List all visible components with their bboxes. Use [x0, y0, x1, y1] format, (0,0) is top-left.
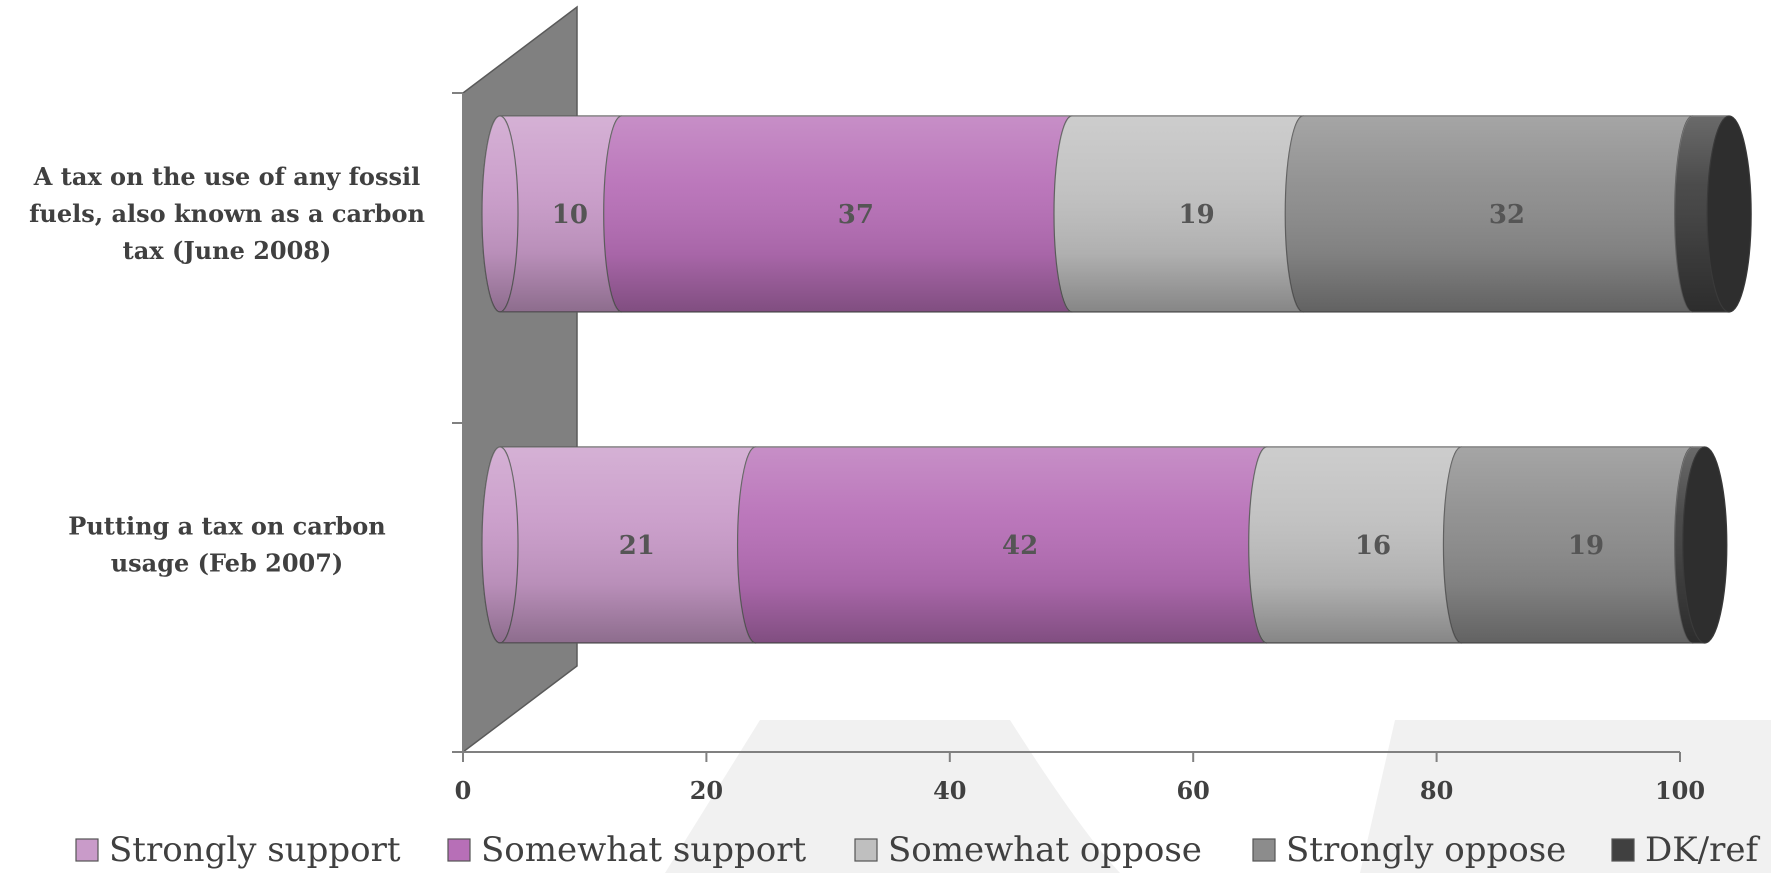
category-labels: A tax on the use of any fossil fuels, als…: [29, 162, 425, 578]
legend-item: Strongly support: [75, 830, 401, 870]
bar-segment-somewhat-support: 42: [736, 446, 1286, 644]
legend-label: Strongly oppose: [1286, 830, 1566, 870]
legend-item: Somewhat support: [447, 830, 806, 870]
bar-segment-strongly-oppose: 19: [1442, 446, 1712, 644]
legend-swatch: [447, 838, 471, 862]
bar-start-cap-shade: [482, 447, 518, 643]
bar-shading: [482, 116, 640, 312]
bar-start-cap-shade: [482, 116, 518, 312]
background-swoosh: [665, 720, 1771, 873]
legend-label: Strongly support: [109, 830, 401, 870]
data-label: 32: [1489, 200, 1525, 230]
category-label-line: fuels, also known as a carbon: [29, 199, 425, 228]
category-label-line: Putting a tax on carbon: [68, 512, 385, 541]
data-label: 42: [1002, 531, 1038, 561]
legend-swatch: [1611, 838, 1635, 862]
bar-segment-strongly-support: 21: [481, 446, 775, 644]
bar-segment-strongly-oppose: 32: [1284, 115, 1712, 313]
legend-swatch: [854, 838, 878, 862]
x-tick-label: 0: [455, 776, 472, 805]
category-label-line: A tax on the use of any fossil: [33, 162, 420, 191]
data-label: 10: [552, 200, 588, 230]
legend-item: DK/ref: [1611, 830, 1760, 870]
bar-segment-somewhat-support: 37: [603, 115, 1091, 313]
bar-segment-somewhat-oppose: 16: [1248, 446, 1481, 644]
legend-item: Strongly oppose: [1252, 830, 1566, 870]
x-tick-label: 100: [1655, 776, 1705, 805]
legend-swatch: [75, 838, 99, 862]
bar-shading: [482, 447, 774, 643]
data-label: 37: [838, 200, 874, 230]
legend-item: Somewhat oppose: [854, 830, 1202, 870]
category-label-line: usage (Feb 2007): [111, 549, 344, 578]
category-label: Putting a tax on carbon usage (Feb 2007): [68, 512, 385, 578]
legend: Strongly support Somewhat support Somewhat…: [75, 830, 1760, 870]
x-axis-ticks: 0 20 40 60 80 100: [455, 752, 1705, 805]
category-label: A tax on the use of any fossil fuels, als…: [29, 162, 425, 265]
legend-label: Somewhat support: [481, 830, 806, 870]
x-tick-label: 80: [1420, 776, 1453, 805]
bar-shading: [1285, 116, 1711, 312]
bar-shading: [737, 447, 1285, 643]
x-tick-label: 60: [1176, 776, 1209, 805]
bar-segment-strongly-support: 10: [481, 115, 641, 313]
bar-shading: [1053, 116, 1322, 312]
bar-end-cap: [1706, 115, 1752, 313]
bars-layer: 103719323214216191: [481, 115, 1752, 644]
bar-shading: [1443, 447, 1711, 643]
legend-swatch: [1252, 838, 1276, 862]
x-tick-label: 40: [933, 776, 966, 805]
data-label: 19: [1179, 200, 1215, 230]
bar-shading: [603, 116, 1090, 312]
x-tick-label: 20: [690, 776, 723, 805]
data-label: 19: [1568, 531, 1604, 561]
legend-label: DK/ref: [1645, 830, 1760, 870]
data-label: 16: [1355, 531, 1391, 561]
data-label: 21: [619, 531, 655, 561]
bar-end-cap: [1682, 446, 1728, 644]
legend-label: Somewhat oppose: [888, 830, 1202, 870]
category-label-line: tax (June 2008): [123, 236, 332, 265]
bar-shading: [1248, 447, 1480, 643]
bar-segment-somewhat-oppose: 19: [1053, 115, 1322, 313]
